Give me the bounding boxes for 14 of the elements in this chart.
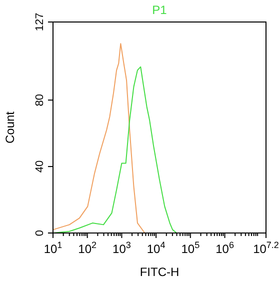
x-tick-label: 10$^{5}$ — [181, 240, 200, 256]
x-tick-label: 10$^{1}$ — [44, 240, 62, 256]
x-tick-label: 10$^{3}$ — [112, 240, 131, 256]
y-axis-title: Count — [3, 110, 17, 144]
x-tick-label: 10$^{4}$ — [146, 240, 166, 256]
x-tick-label: 10$^{7.2}$ — [253, 240, 279, 256]
x-tick-label: 10$^{2}$ — [78, 240, 97, 256]
x-axis-title: FITC-H — [140, 265, 180, 279]
y-tick-label: 80 — [34, 94, 46, 106]
y-tick-label: 0 — [34, 230, 46, 236]
chart-title: P1 — [152, 3, 168, 17]
y-tick-label: 127 — [34, 12, 46, 32]
y-tick-label: 40 — [34, 160, 46, 173]
x-tick-label: 10$^{6}$ — [216, 240, 234, 256]
